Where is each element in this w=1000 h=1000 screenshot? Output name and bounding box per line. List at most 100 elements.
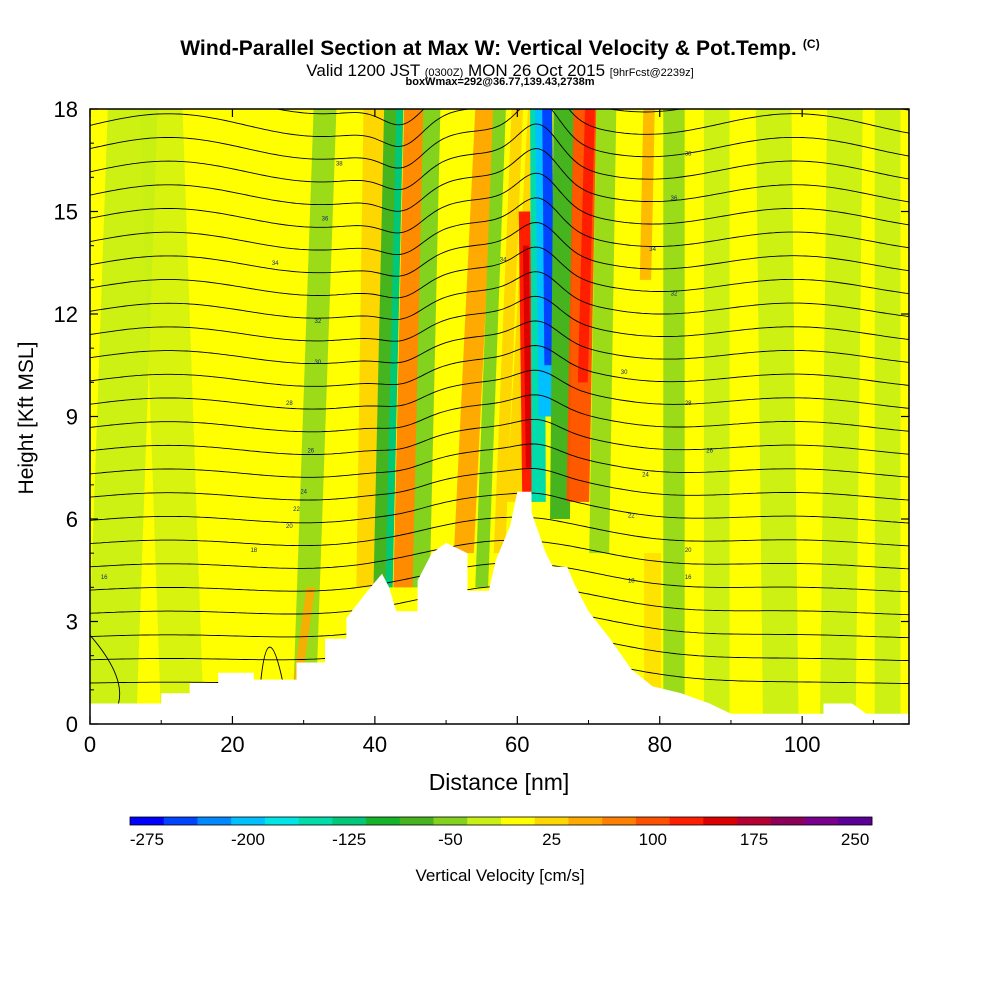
x-axis: 0 20 40 60 80 100 (84, 109, 874, 757)
theta-contour-label: 18 (628, 579, 635, 585)
y-tick-label: 0 (66, 712, 78, 737)
y-tick-label: 18 (54, 97, 78, 122)
colorbar-tick-labels: -275 -200 -125 -50 25 100 175 250 (130, 830, 869, 849)
theta-contour-line (90, 271, 909, 320)
velocity-band (475, 109, 506, 588)
velocity-band (412, 109, 441, 588)
theta-contour-line (90, 492, 909, 524)
box-info: boxWmax=292@36.77,139.43,2738m (405, 76, 595, 88)
colorbar-swatch (635, 817, 670, 825)
velocity-band (755, 109, 799, 724)
colorbar-swatch (264, 817, 299, 825)
theta-contour-line (90, 516, 909, 547)
theta-contour-line (90, 172, 909, 234)
velocity-band (819, 109, 863, 724)
theta-contour-label: 26 (307, 449, 314, 455)
theta-contour-label: 28 (685, 401, 692, 407)
x-axis-label: Distance [nm] (429, 769, 570, 795)
velocity-band (393, 109, 425, 588)
colorbar-tick-label: 250 (841, 830, 869, 849)
velocity-band (90, 109, 158, 724)
theta-contour-line (90, 295, 909, 342)
colorbar-swatch (703, 817, 738, 825)
colorbar-swatch (467, 817, 502, 825)
velocity-band (493, 109, 524, 554)
theta-contour-label: 20 (286, 524, 293, 530)
theta-contour-label: 16 (685, 575, 692, 581)
theta-contour-line (90, 468, 909, 501)
theta-contour-line (90, 539, 909, 570)
colorbar-swatch (669, 817, 704, 825)
colorbar-swatch (568, 817, 603, 825)
theta-contour-line (90, 418, 909, 456)
theta-contour-line (90, 197, 909, 256)
colorbar-tick-label: 25 (542, 830, 561, 849)
theta-contour-line (90, 109, 909, 147)
colorbar-swatch (366, 817, 401, 825)
theta-contour-label: 18 (250, 548, 257, 554)
colorbar-swatch (534, 817, 569, 825)
x-tick-label: 100 (784, 732, 821, 757)
colorbar-swatch (838, 817, 873, 825)
theta-contour-labels: 16 16 18 18 20 20 22 22 24 24 26 26 28 28 30 30 32 32 34 34… (101, 151, 714, 584)
theta-contour-label: 30 (621, 370, 628, 376)
velocity-band (453, 109, 496, 554)
colorbar-tick-label: 175 (740, 830, 768, 849)
y-tick-label: 6 (66, 507, 78, 532)
x-tick-label: 0 (84, 732, 96, 757)
x-tick-label: 60 (505, 732, 529, 757)
colorbar-tick-label: -125 (332, 830, 366, 849)
forecast-tag: [9hrFcst@2239z] (609, 67, 694, 79)
theta-contour-label: 22 (293, 507, 300, 513)
chart-title-text: Wind-Parallel Section at Max W: Vertical… (180, 37, 797, 60)
colorbar-swatch (332, 817, 367, 825)
colorbar-swatch (231, 817, 266, 825)
theta-contour-label: 24 (642, 473, 649, 479)
valid-date: MON 26 Oct 2015 (468, 61, 606, 80)
valid-time-line: Valid 1200 JST (0300Z) MON 26 Oct 2015 [… (0, 61, 1000, 81)
colorbar-tick-label: 100 (639, 830, 667, 849)
velocity-band (644, 553, 662, 724)
theta-contour-label: 34 (272, 261, 279, 267)
colorbar-swatch (737, 817, 772, 825)
theta-contour-line (260, 646, 283, 680)
colorbar-label: Vertical Velocity [cm/s] (415, 866, 584, 885)
velocity-band (542, 109, 555, 366)
x-tick-label: 80 (647, 732, 671, 757)
theta-contour-line (90, 246, 909, 299)
theta-contour-line (90, 394, 909, 433)
velocity-band (550, 109, 574, 519)
velocity-band (639, 109, 655, 280)
colorbar-swatch (770, 817, 805, 825)
velocity-band (523, 245, 532, 468)
x-tick-label: 20 (220, 732, 244, 757)
theta-contour-label: 20 (685, 548, 692, 554)
colorbar-swatch (501, 817, 536, 825)
velocity-band (385, 109, 404, 588)
theta-contour-label: 32 (315, 319, 322, 325)
theta-contour-label: 22 (628, 514, 635, 520)
colorbar-swatch (804, 817, 839, 825)
theta-contour-line (90, 109, 909, 169)
theta-contour-line (90, 320, 909, 365)
theta-contour-label: 38 (685, 151, 692, 157)
copyright-mark: (C) (802, 37, 820, 51)
colorbar-swatch (163, 817, 198, 825)
theta-contour-label: 34 (649, 247, 656, 253)
colorbar (129, 816, 873, 826)
theta-contour-label: 16 (101, 575, 108, 581)
theta-contour-label: 38 (336, 162, 343, 168)
velocity-band (292, 109, 337, 724)
velocity-band (703, 109, 730, 724)
theta-contour-line (90, 148, 909, 212)
colorbar-tick-label: -200 (231, 830, 265, 849)
theta-contour-line (90, 123, 909, 191)
colorbar-swatch (130, 817, 165, 825)
velocity-band (663, 109, 685, 724)
theta-contour-line (90, 634, 120, 704)
theta-contour-line (90, 443, 909, 478)
theta-contour-label: 34 (500, 257, 507, 263)
colorbar-swatch (602, 817, 637, 825)
